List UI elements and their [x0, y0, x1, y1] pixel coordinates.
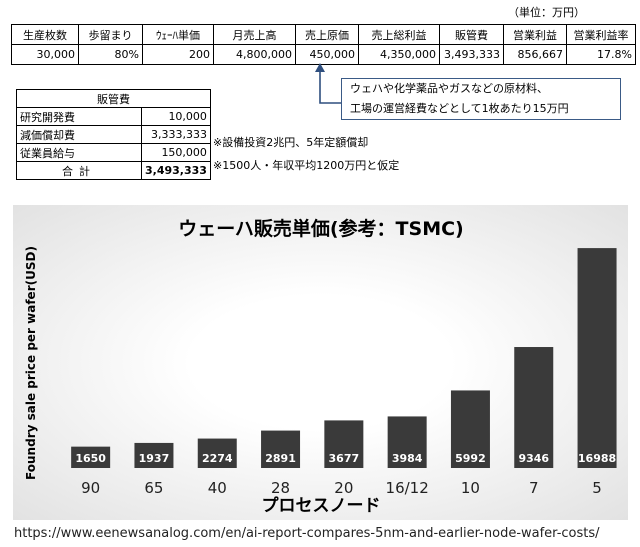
kpi-value-row: 30,000 80% 200 4,800,000 450,000 4,350,0…	[11, 44, 636, 65]
kpi-value: 200	[142, 44, 214, 65]
kpi-header: 営業利益率	[566, 24, 636, 45]
kpi-header: 売上総利益	[358, 24, 440, 45]
bar-20	[324, 420, 364, 468]
sga-value: 3,333,333	[141, 125, 211, 144]
kpi-header-row: 生産枚数 歩留まり ｳｪｰﾊ単価 月売上高 売上原価 売上総利益 販管費 営業利…	[11, 24, 636, 45]
kpi-value: 17.8%	[566, 44, 636, 65]
cost-note-line: 工場の運営経費などとして1枚あたり15万円	[350, 102, 569, 115]
sga-label: 研究開発費	[16, 107, 142, 126]
wafer-price-chart: ウェーハ販売単価(参考：TSMC) Foundry sale price per…	[13, 205, 628, 520]
source-url[interactable]: https://www.eenewsanalog.com/en/ai-repor…	[14, 526, 600, 541]
data-label: 2891	[265, 452, 296, 465]
bar-5	[577, 248, 617, 468]
data-label: 1650	[75, 452, 106, 465]
kpi-value: 3,493,333	[439, 44, 504, 65]
bar-7	[514, 347, 554, 468]
unit-label: （単位：万円）	[508, 6, 585, 19]
sga-row: 減価償却費 3,333,333	[16, 125, 211, 144]
kpi-value: 30,000	[11, 44, 79, 65]
data-label: 5992	[455, 452, 486, 465]
data-label: 1937	[139, 452, 170, 465]
bar-10	[450, 390, 490, 468]
kpi-value: 450,000	[295, 44, 359, 65]
bar-group: 1650 90 1937 65 2274 40 2891 28 3677 20 3984 16/12 5…	[71, 248, 617, 497]
x-tick-label: 65	[144, 479, 163, 497]
cost-note-box: ウェハや化学薬品やガスなどの原材料、 工場の運営経費などとして1枚あたり15万円	[341, 78, 621, 120]
x-tick-label: 5	[592, 479, 602, 497]
chart-title: ウェーハ販売単価(参考：TSMC)	[178, 217, 463, 240]
sga-title: 販管費	[16, 89, 211, 108]
sga-value: 10,000	[141, 107, 211, 126]
data-label: 3984	[392, 452, 423, 465]
y-axis-label: Foundry sale price per wafer(USD)	[24, 246, 38, 480]
sga-label: 減価償却費	[16, 125, 142, 144]
chart-svg: ウェーハ販売単価(参考：TSMC) Foundry sale price per…	[24, 217, 617, 516]
sga-label: 従業員給与	[16, 143, 142, 162]
x-tick-label: 7	[529, 479, 539, 497]
cost-note-line: ウェハや化学薬品やガスなどの原材料、	[350, 82, 548, 95]
x-tick-label: 16/12	[386, 479, 429, 497]
x-tick-label: 90	[81, 479, 100, 497]
sga-row: 研究開発費 10,000	[16, 107, 211, 126]
x-axis-label: プロセスノード	[262, 495, 381, 516]
kpi-value: 4,350,000	[358, 44, 440, 65]
sga-note: ※設備投資2兆円、5年定額償却	[213, 136, 369, 149]
x-tick-label: 40	[208, 479, 227, 497]
bar-65	[134, 442, 174, 468]
sga-row: 従業員給与 150,000	[16, 143, 211, 162]
data-label: 16988	[578, 452, 616, 465]
data-label: 9346	[518, 452, 549, 465]
sga-value: 150,000	[141, 143, 211, 162]
sga-table: 販管費 研究開発費 10,000 減価償却費 3,333,333 従業員給与 1…	[16, 89, 211, 180]
sga-total-value: 3,493,333	[141, 161, 211, 180]
data-label: 2274	[202, 452, 233, 465]
bar-16/12	[387, 416, 427, 468]
kpi-value: 4,800,000	[213, 44, 296, 65]
kpi-table: 生産枚数 歩留まり ｳｪｰﾊ単価 月売上高 売上原価 売上総利益 販管費 営業利…	[11, 24, 636, 65]
bar-90	[71, 446, 111, 468]
callout-arrow	[315, 63, 341, 104]
sga-title-row: 販管費	[16, 89, 211, 108]
kpi-header: 歩留まり	[78, 24, 143, 45]
sga-note: ※1500人・年収平均1200万円と仮定	[213, 159, 400, 172]
bar-40	[197, 438, 237, 468]
bar-28	[261, 430, 301, 468]
kpi-value: 80%	[78, 44, 143, 65]
x-tick-label: 20	[334, 479, 353, 497]
sga-total-row: 合計 3,493,333	[16, 161, 211, 180]
data-label: 3677	[329, 452, 360, 465]
sga-total-label: 合計	[16, 161, 142, 180]
kpi-header: 営業利益	[503, 24, 567, 45]
x-tick-label: 10	[461, 479, 480, 497]
x-tick-label: 28	[271, 479, 290, 497]
